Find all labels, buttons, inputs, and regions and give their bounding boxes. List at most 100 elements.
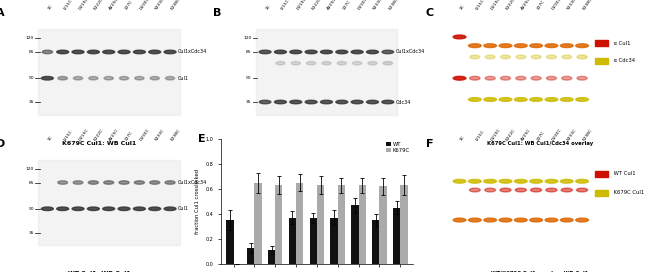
Ellipse shape [484, 180, 497, 183]
Text: E222C: E222C [506, 128, 517, 141]
Bar [317, 185, 324, 264]
Text: Cul1xCdc34: Cul1xCdc34 [177, 180, 207, 185]
Ellipse shape [58, 181, 68, 184]
Bar [595, 171, 608, 177]
Text: K679C Cul1: WB Cul1/Cdc34 overlay: K679C Cul1: WB Cul1/Cdc34 overlay [487, 141, 593, 146]
Ellipse shape [530, 180, 543, 183]
Ellipse shape [73, 76, 83, 80]
Ellipse shape [560, 44, 573, 48]
Ellipse shape [383, 61, 393, 65]
Ellipse shape [577, 55, 587, 59]
Ellipse shape [547, 76, 556, 80]
Ellipse shape [42, 76, 53, 80]
Text: 227C: 227C [124, 0, 134, 11]
Text: 35: 35 [246, 100, 252, 104]
Text: 120: 120 [26, 167, 34, 171]
Ellipse shape [530, 44, 543, 48]
Ellipse shape [150, 181, 160, 184]
Ellipse shape [72, 50, 84, 54]
Ellipse shape [57, 207, 69, 211]
Text: A225C: A225C [109, 0, 120, 11]
Ellipse shape [135, 181, 144, 184]
Text: K679C Cul1: K679C Cul1 [612, 190, 644, 195]
Text: 50: 50 [29, 207, 34, 211]
Text: A: A [0, 8, 4, 18]
Ellipse shape [453, 180, 466, 183]
Ellipse shape [530, 98, 543, 101]
Ellipse shape [470, 76, 480, 80]
Bar [338, 185, 345, 264]
Text: A225C: A225C [521, 0, 532, 11]
Bar [330, 218, 338, 264]
Bar [254, 183, 262, 264]
Ellipse shape [545, 98, 558, 101]
Text: I215C: I215C [475, 0, 486, 11]
Text: D219C: D219C [78, 127, 90, 141]
Ellipse shape [320, 50, 332, 54]
Bar [38, 160, 179, 245]
Ellipse shape [322, 61, 331, 65]
Text: 35: 35 [29, 231, 34, 234]
Bar [38, 29, 179, 115]
Ellipse shape [133, 50, 146, 54]
Bar [247, 248, 254, 264]
Text: E238C: E238C [170, 0, 181, 11]
Ellipse shape [103, 50, 114, 54]
Ellipse shape [259, 50, 271, 54]
Text: 35: 35 [29, 100, 34, 104]
Text: WT Cul1: WT Cul1 [612, 171, 635, 176]
Ellipse shape [577, 188, 588, 192]
Ellipse shape [118, 50, 130, 54]
Ellipse shape [164, 50, 176, 54]
Ellipse shape [352, 61, 362, 65]
Text: α Cul1: α Cul1 [612, 41, 630, 46]
Ellipse shape [88, 50, 99, 54]
Ellipse shape [320, 100, 332, 104]
Text: E222C: E222C [94, 128, 105, 141]
Text: WT/K679C Cul1 overlay: WB Cul1: WT/K679C Cul1 overlay: WB Cul1 [491, 271, 589, 272]
Text: S233C: S233C [155, 0, 166, 11]
Ellipse shape [336, 100, 348, 104]
Ellipse shape [453, 35, 466, 39]
Ellipse shape [118, 207, 130, 211]
Ellipse shape [307, 61, 316, 65]
Text: D219C: D219C [78, 0, 90, 11]
Text: I215C: I215C [62, 129, 73, 141]
Text: E238C: E238C [388, 0, 399, 11]
Ellipse shape [351, 50, 363, 54]
Ellipse shape [120, 76, 129, 80]
Ellipse shape [484, 98, 497, 101]
Ellipse shape [469, 180, 481, 183]
Ellipse shape [514, 218, 527, 222]
Ellipse shape [42, 50, 53, 54]
Text: I215C: I215C [475, 129, 486, 141]
Ellipse shape [560, 98, 573, 101]
Ellipse shape [499, 180, 512, 183]
Ellipse shape [470, 55, 480, 59]
Ellipse shape [545, 218, 558, 222]
Ellipse shape [165, 181, 175, 184]
Ellipse shape [149, 50, 161, 54]
Text: E222C: E222C [94, 0, 105, 11]
Text: I215C: I215C [280, 0, 291, 11]
Ellipse shape [576, 44, 588, 48]
Bar [595, 190, 608, 196]
Text: F: F [426, 139, 434, 149]
Ellipse shape [469, 218, 481, 222]
Ellipse shape [351, 100, 363, 104]
Bar [296, 183, 304, 264]
Ellipse shape [562, 55, 571, 59]
Ellipse shape [516, 55, 526, 59]
Bar [372, 220, 380, 264]
Text: Cul1xCdc34: Cul1xCdc34 [177, 50, 207, 54]
Text: Cul1: Cul1 [177, 76, 188, 81]
Ellipse shape [382, 100, 394, 104]
Text: D219C: D219C [296, 0, 307, 11]
Text: S233C: S233C [567, 0, 578, 11]
Ellipse shape [545, 44, 558, 48]
Ellipse shape [469, 188, 480, 192]
Bar [255, 29, 397, 115]
Text: 1C: 1C [47, 4, 54, 11]
Ellipse shape [291, 61, 300, 65]
Ellipse shape [453, 76, 466, 80]
